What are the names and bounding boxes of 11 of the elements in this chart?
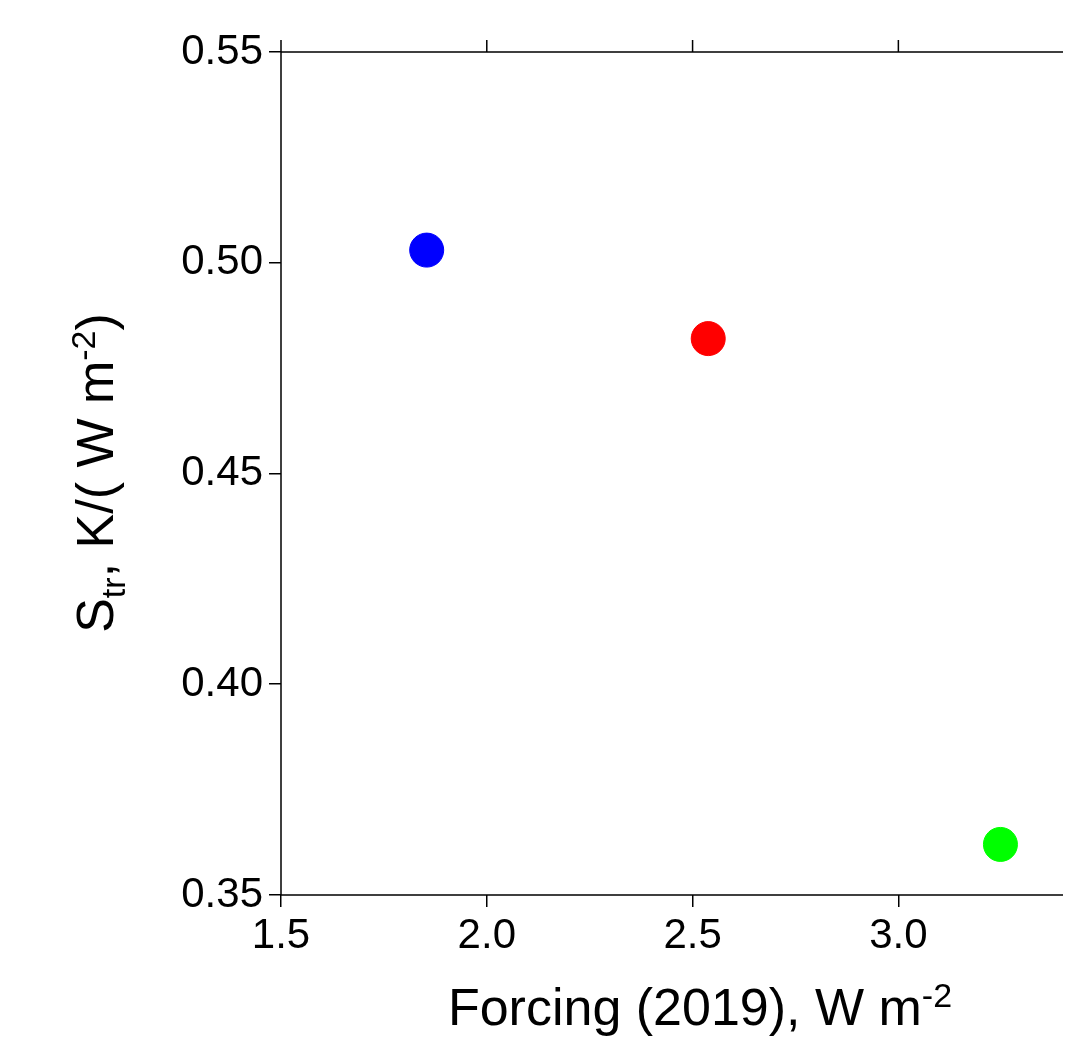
x-axis-title: Forcing (2019), W m$^{-2}$ bbox=[447, 976, 953, 1037]
x-tick-label: 3.0 bbox=[869, 909, 928, 957]
point bbox=[409, 232, 445, 268]
point bbox=[982, 826, 1018, 862]
point bbox=[690, 321, 726, 357]
y-tick-label: 0.55 bbox=[181, 25, 263, 73]
x-tick-label: 2.5 bbox=[663, 909, 722, 957]
x-tick-label: 2.0 bbox=[457, 909, 516, 957]
y-tick-label: 0.40 bbox=[181, 657, 263, 705]
y-tick-label: 0.50 bbox=[181, 236, 263, 284]
y-tick-label: 0.45 bbox=[181, 447, 263, 495]
